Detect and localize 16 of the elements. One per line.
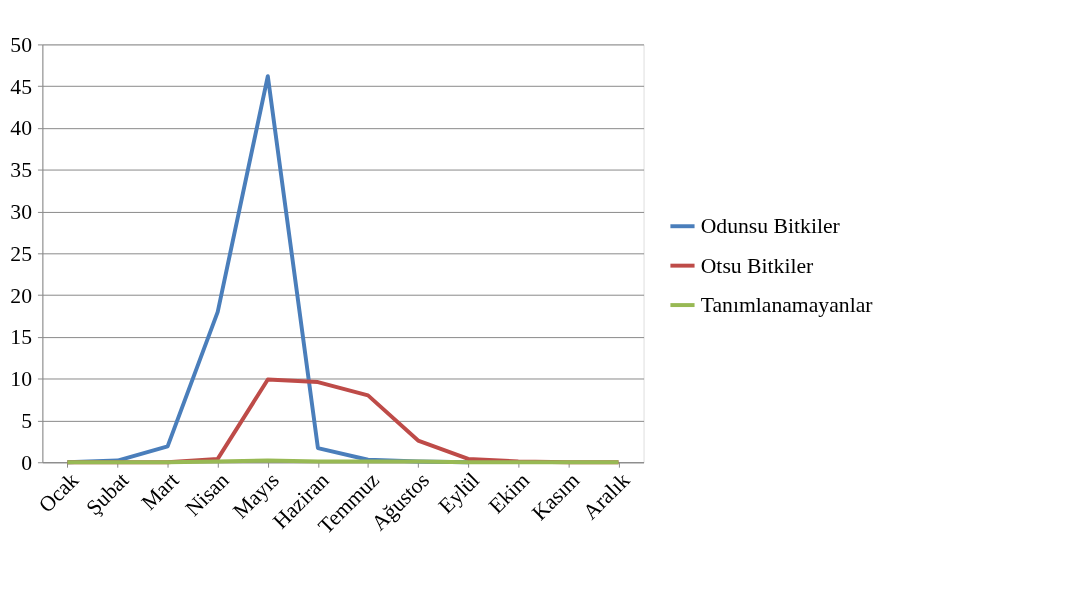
y-tick-label: 15	[10, 325, 33, 350]
y-tick-label: 45	[10, 74, 33, 99]
y-tick-label: 0	[21, 450, 33, 475]
y-tick-label: 50	[10, 32, 33, 57]
y-tick-label: 25	[10, 241, 33, 266]
legend-label: Odunsu Bitkiler	[700, 214, 841, 239]
y-tick-label: 30	[10, 199, 33, 224]
legend-label: Tanımlanamayanlar	[700, 292, 874, 317]
y-tick-label: 40	[10, 116, 33, 141]
legend-label: Otsu Bitkiler	[700, 253, 815, 278]
y-tick-label: 20	[10, 283, 33, 308]
y-tick-label: 10	[10, 367, 33, 392]
y-tick-label: 5	[21, 408, 33, 433]
x-tick-label: Mart	[136, 468, 184, 515]
y-tick-label: 35	[10, 158, 33, 183]
x-tick-label: Ocak	[33, 467, 84, 518]
